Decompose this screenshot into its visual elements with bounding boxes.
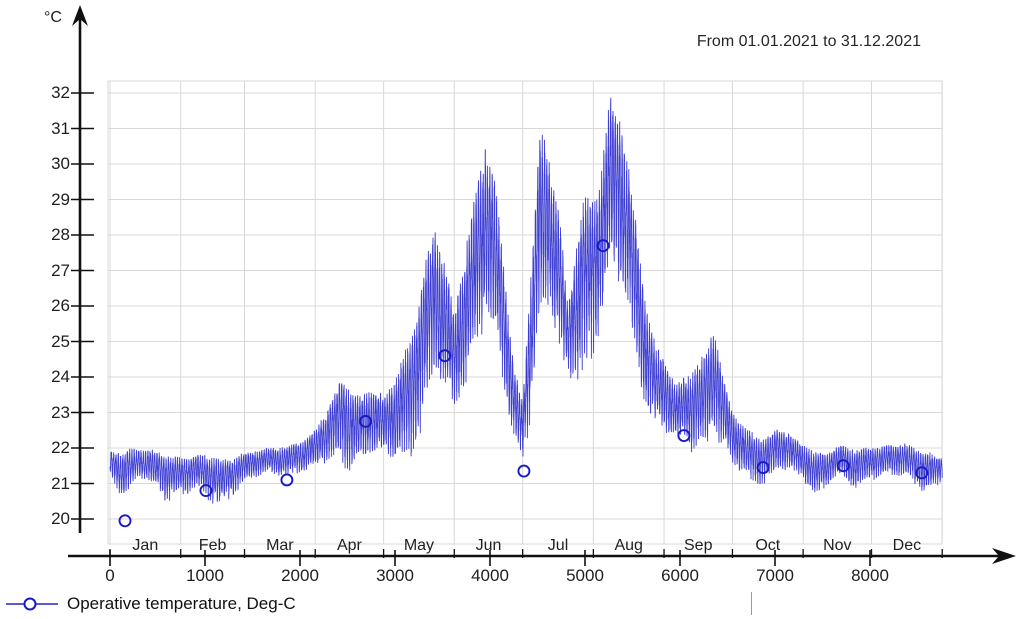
month-label-jul: Jul: [547, 537, 569, 554]
month-label-oct: Oct: [755, 537, 781, 554]
gridlines: [107, 80, 943, 545]
y-tick-label-28: 28: [51, 225, 70, 244]
text-caret-mark: [751, 592, 752, 615]
x-tick-label-4000: 4000: [471, 566, 509, 585]
y-tick-label-23: 23: [51, 402, 70, 422]
month-label-nov: Nov: [823, 537, 852, 554]
axes: [68, 5, 1016, 566]
y-tick-label-26: 26: [51, 296, 70, 315]
month-label-dec: Dec: [892, 537, 922, 554]
y-tick-label-22: 22: [51, 438, 70, 457]
month-label-jun: Jun: [475, 537, 502, 554]
y-tick-label-29: 29: [51, 189, 70, 209]
y-tick-label-32: 32: [51, 83, 70, 102]
x-tick-label-6000: 6000: [661, 566, 699, 585]
month-label-may: May: [403, 537, 435, 554]
series-markers: [118, 239, 929, 528]
x-tick-label-2000: 2000: [281, 566, 319, 585]
legend: Operative temperature, Deg-C: [4, 592, 296, 616]
x-tick-label-7000: 7000: [756, 566, 794, 585]
y-tick-label-20: 20: [51, 509, 70, 528]
y-tick-label-25: 25: [51, 331, 70, 351]
y-tick-label-24: 24: [51, 367, 70, 386]
x-tick-label-0: 0: [105, 566, 115, 585]
legend-marker-icon: [6, 597, 58, 611]
y-tick-label-21: 21: [51, 473, 70, 493]
month-label-sep: Sep: [684, 537, 713, 554]
y-tick-label-27: 27: [51, 260, 70, 280]
month-label-mar: Mar: [266, 537, 294, 554]
month-label-feb: Feb: [198, 537, 227, 554]
month-label-jan: Jan: [132, 537, 159, 554]
y-tick-label-30: 30: [51, 154, 70, 173]
chart-period-title: From 01.01.2021 to 31.12.2021: [696, 33, 921, 50]
legend-series-label: Operative temperature, Deg-C: [67, 594, 296, 613]
x-tick-label-1000: 1000: [186, 566, 224, 585]
month-label-aug: Aug: [614, 537, 643, 554]
temperature-series-line: [109, 97, 943, 504]
x-tick-label-8000: 8000: [851, 566, 889, 585]
x-tick-label-3000: 3000: [376, 566, 414, 585]
x-tick-label-5000: 5000: [566, 566, 604, 585]
month-label-apr: Apr: [336, 537, 362, 554]
y-axis-unit-label: °C: [44, 9, 62, 26]
y-tick-label-31: 31: [51, 118, 70, 138]
